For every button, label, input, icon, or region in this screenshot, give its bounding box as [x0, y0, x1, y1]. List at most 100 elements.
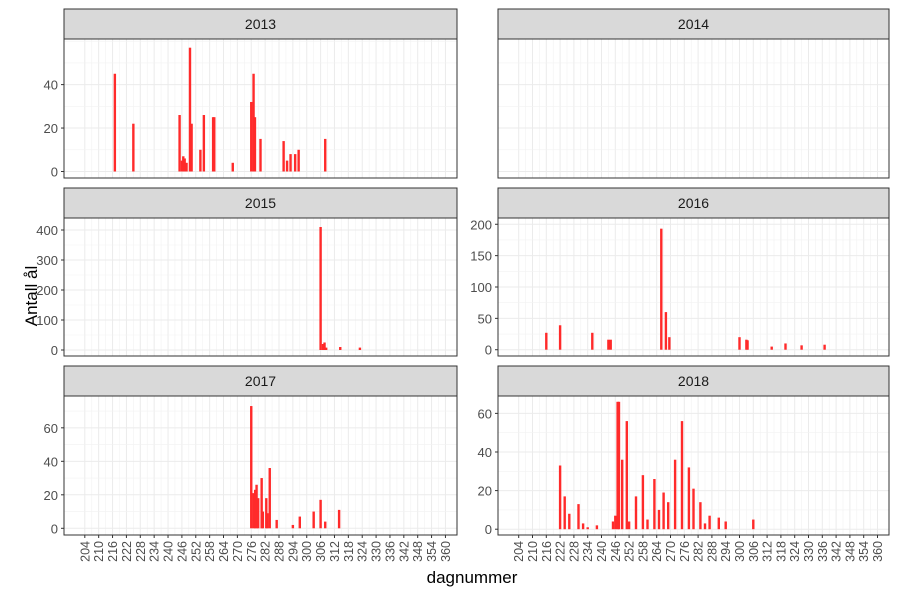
y-tick-label: 300 — [36, 253, 58, 268]
x-tick-label: 282 — [692, 541, 706, 562]
panel-border — [63, 217, 458, 357]
bar — [321, 344, 325, 350]
bar — [558, 465, 562, 530]
x-tick-label: 360 — [439, 541, 453, 562]
bar — [646, 519, 649, 530]
bar — [752, 519, 755, 530]
bar — [256, 498, 260, 529]
bar — [253, 117, 257, 172]
bar — [591, 332, 594, 350]
bar — [558, 325, 562, 350]
x-tick-label: 336 — [816, 541, 830, 562]
panel-strip — [63, 187, 458, 219]
bar — [268, 468, 271, 529]
x-tick-label: 246 — [175, 541, 189, 562]
panel-border — [63, 395, 458, 536]
y-axis-label: Antall ål — [22, 265, 42, 327]
bar — [692, 488, 695, 530]
x-tick-label: 282 — [259, 541, 273, 562]
y-tick-label: 0 — [485, 522, 492, 537]
bar — [657, 509, 661, 530]
bar — [673, 459, 677, 530]
x-tick-label: 318 — [342, 541, 356, 562]
x-tick-label: 216 — [540, 541, 554, 562]
x-tick-label: 288 — [272, 541, 286, 562]
x-tick-label: 234 — [148, 541, 162, 562]
bar — [293, 154, 297, 172]
y-tick-label: 200 — [36, 283, 58, 298]
panel-strip — [63, 8, 458, 40]
x-tick-label: 330 — [370, 541, 384, 562]
bar — [323, 342, 326, 350]
x-tick-label: 222 — [120, 541, 134, 562]
bar — [183, 158, 186, 172]
bar — [563, 496, 566, 530]
bar — [724, 521, 727, 530]
panel-title: 2015 — [245, 195, 276, 211]
bar — [607, 339, 610, 350]
bar — [568, 513, 571, 530]
bar — [339, 347, 342, 350]
panel-2018: 2018 0 20 40 60 204 210 216 222 228 234 240 246 252 25… — [478, 365, 890, 562]
bar — [132, 123, 135, 172]
x-tick-label: 228 — [134, 541, 148, 562]
panel-strip — [497, 365, 890, 397]
x-tick-label: 234 — [581, 541, 595, 562]
bar — [664, 312, 668, 350]
y-tick-label: 0 — [51, 164, 58, 179]
panel-strip — [497, 8, 890, 40]
bar — [641, 475, 645, 530]
x-tick-label: 348 — [843, 541, 857, 562]
x-tick-label: 210 — [92, 541, 106, 562]
bar — [266, 513, 269, 529]
y-tick-label: 100 — [470, 280, 492, 295]
bar — [611, 521, 615, 530]
bar — [627, 521, 631, 530]
bar — [199, 149, 202, 172]
y-tick-label: 40 — [44, 454, 58, 469]
bar — [297, 149, 300, 172]
bar — [717, 517, 720, 530]
x-tick-label: 330 — [802, 541, 816, 562]
x-tick-label: 324 — [356, 541, 370, 562]
bar — [800, 345, 803, 350]
bar — [190, 123, 193, 172]
y-tick-label: 400 — [36, 223, 58, 238]
bar — [617, 401, 621, 530]
bar — [259, 138, 262, 172]
bar — [260, 478, 263, 529]
bar — [616, 401, 619, 530]
bar — [823, 344, 826, 350]
y-tick-label: 20 — [44, 488, 58, 503]
y-tick-label: 60 — [478, 406, 492, 421]
bar — [202, 115, 206, 172]
y-tick-label: 20 — [478, 484, 492, 499]
bar — [660, 228, 663, 350]
bar — [337, 509, 341, 529]
bar — [252, 493, 255, 529]
x-tick-label: 258 — [203, 541, 217, 562]
y-tick-label: 100 — [36, 313, 58, 328]
bar — [275, 519, 278, 529]
y-tick-label: 40 — [44, 78, 58, 93]
bar — [746, 340, 749, 350]
bar — [285, 160, 289, 172]
bar — [621, 459, 624, 530]
bar — [261, 511, 265, 529]
bar — [298, 516, 301, 529]
x-tick-label: 264 — [650, 541, 664, 562]
bar — [253, 489, 257, 529]
panel-2015: 2015 0 100 200 300 400 — [36, 187, 458, 358]
bar — [614, 515, 617, 530]
bar — [250, 101, 253, 172]
panel-strip — [497, 187, 890, 219]
y-tick-label: 50 — [478, 311, 492, 326]
x-tick-label: 252 — [623, 541, 637, 562]
x-tick-label: 270 — [231, 541, 245, 562]
bar — [545, 332, 548, 350]
bar — [324, 138, 327, 172]
panel-2013: 2013 0 20 40 — [44, 8, 458, 179]
x-axis-label: dagnummer — [426, 568, 518, 587]
x-tick-label: 276 — [678, 541, 692, 562]
